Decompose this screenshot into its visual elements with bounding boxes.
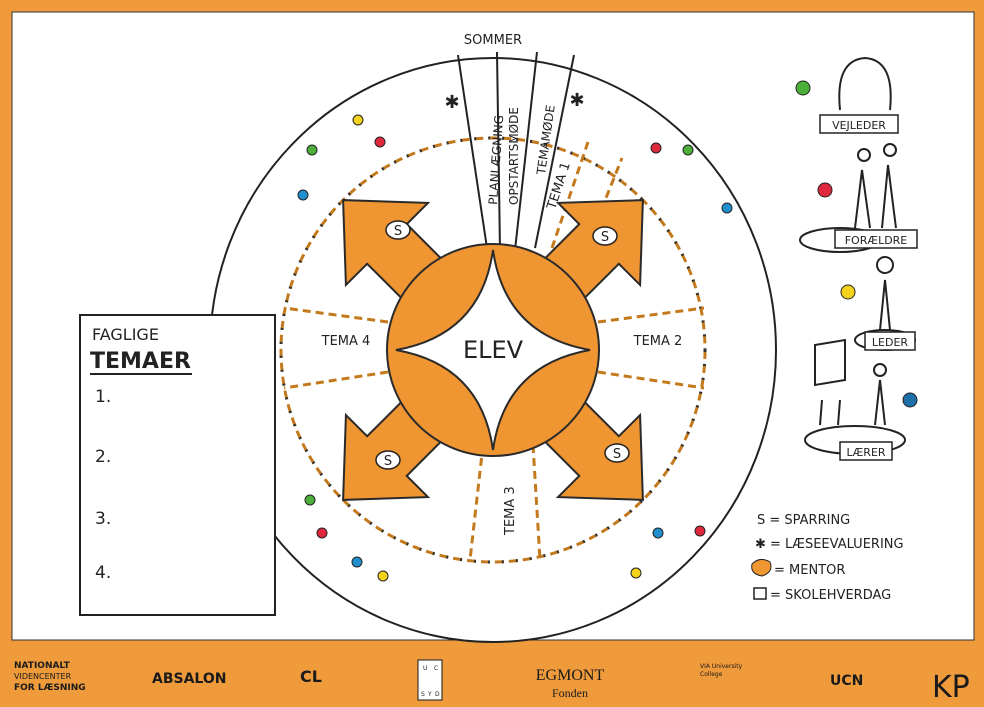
center-label: ELEV bbox=[463, 336, 524, 364]
logo-text: CL bbox=[300, 667, 322, 686]
dot bbox=[307, 145, 317, 155]
dot bbox=[378, 571, 388, 581]
dot bbox=[683, 145, 693, 155]
legend-item: = SKOLEHVERDAG bbox=[770, 588, 891, 603]
sparring-mark: S bbox=[601, 230, 609, 245]
dot bbox=[796, 81, 810, 95]
sparring-mark: S bbox=[384, 454, 392, 469]
legend-item: = MENTOR bbox=[774, 563, 845, 578]
sparring-mark: S bbox=[613, 447, 621, 462]
subject-item: 4. bbox=[95, 563, 111, 583]
dot bbox=[841, 285, 855, 299]
evaluation-mark: ✱ bbox=[569, 90, 584, 111]
dot bbox=[818, 183, 832, 197]
dot bbox=[317, 528, 327, 538]
strip-label: OPSTARTSMØDE bbox=[507, 107, 521, 205]
logo-text: EGMONT bbox=[536, 667, 605, 684]
dot bbox=[651, 143, 661, 153]
dot bbox=[722, 203, 732, 213]
dot bbox=[353, 115, 363, 125]
subject-title: TEMAER bbox=[90, 349, 191, 374]
logo-text: Fonden bbox=[552, 686, 588, 700]
logo-text: VIDENCENTER bbox=[14, 672, 72, 681]
season: SOMMER bbox=[464, 33, 522, 48]
logo-text: ABSALON bbox=[152, 671, 226, 687]
evaluation-mark: ✱ bbox=[444, 92, 459, 113]
logo-text: College bbox=[700, 671, 723, 678]
diagram: SOMMER PLANLÆGNING OPSTARTSMØDE TEMAMØDE… bbox=[0, 0, 984, 707]
subject-title: FAGLIGE bbox=[92, 325, 159, 344]
dot bbox=[305, 495, 315, 505]
subject-item: 3. bbox=[95, 509, 111, 529]
logo-text: FOR LÆSNING bbox=[14, 683, 86, 693]
dot bbox=[375, 137, 385, 147]
logo-text: D bbox=[435, 691, 440, 698]
logo-text: S bbox=[421, 691, 425, 698]
subject-item: 2. bbox=[95, 447, 111, 467]
dot bbox=[631, 568, 641, 578]
sparring-mark: S bbox=[394, 224, 402, 239]
subject-item: 1. bbox=[95, 387, 111, 407]
logo-text: Y bbox=[427, 691, 432, 698]
logo-text: VIA University bbox=[700, 663, 743, 670]
dot bbox=[653, 528, 663, 538]
role-label: LEDER bbox=[872, 336, 908, 349]
theme-label: TEMA 4 bbox=[321, 334, 371, 349]
dot bbox=[352, 557, 362, 567]
logo-text: UCN bbox=[830, 673, 863, 689]
logo-text: C bbox=[434, 665, 438, 672]
theme-label: TEMA 3 bbox=[503, 486, 518, 536]
role-label: LÆRER bbox=[846, 446, 885, 459]
logo-text: NATIONALT bbox=[14, 661, 71, 671]
logo-text: KP bbox=[932, 670, 970, 705]
legend-item: ✱ = LÆSEEVALUERING bbox=[755, 537, 904, 552]
theme-label: TEMA 2 bbox=[633, 334, 683, 349]
dot bbox=[903, 393, 917, 407]
logo-text: U bbox=[423, 665, 427, 672]
legend-item: S = SPARRING bbox=[757, 513, 850, 528]
role-label: VEJLEDER bbox=[832, 119, 886, 132]
role-label: FORÆLDRE bbox=[845, 234, 908, 247]
dot bbox=[695, 526, 705, 536]
dot bbox=[298, 190, 308, 200]
